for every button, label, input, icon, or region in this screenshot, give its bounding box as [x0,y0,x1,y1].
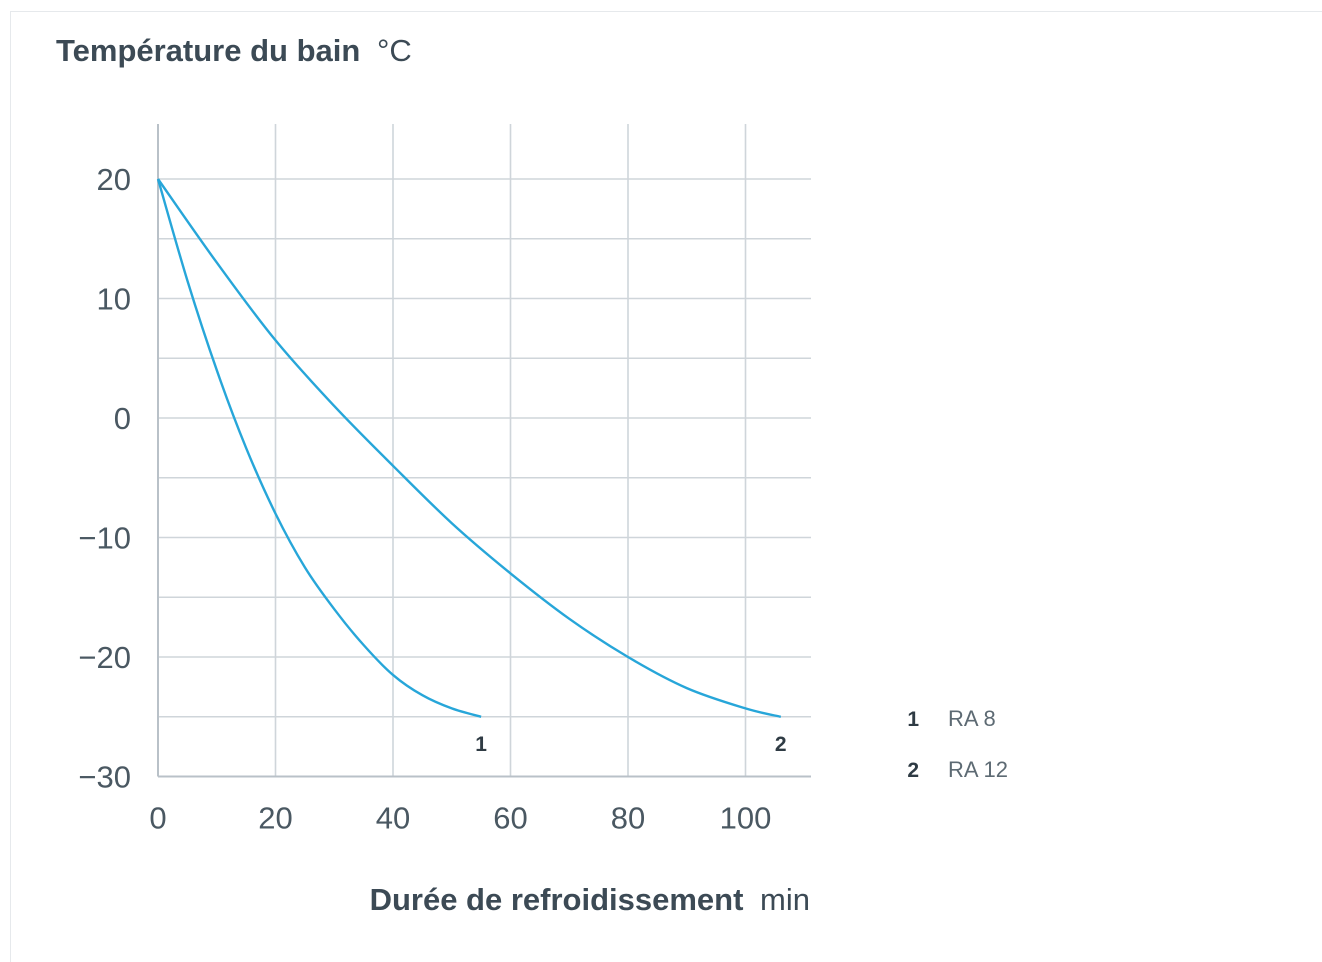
y-tick-label: −10 [78,521,131,556]
y-tick-label: 10 [97,282,131,317]
y-tick-label: −20 [78,640,131,675]
legend: 1 RA 8 2 RA 12 [907,706,1008,782]
x-axis-title: Durée de refroidissement min [370,882,810,917]
y-axis-label: Température du bain [56,33,360,68]
x-tick-label: 100 [720,801,772,836]
series-end-label-1: 1 [475,733,487,756]
series-line-1 [156,178,482,718]
y-axis-title: Température du bain °C [56,33,412,68]
x-tick-label: 20 [258,801,292,836]
y-tick-label: 0 [114,401,131,436]
x-tick-label: 0 [149,801,166,836]
y-tick-label: −30 [78,760,131,795]
series-line-2 [157,178,782,718]
x-tick-label: 40 [376,801,410,836]
series-lines [156,178,782,718]
x-tick-label: 80 [611,801,645,836]
series-end-label-2: 2 [775,733,787,756]
x-axis-label: Durée de refroidissement [370,882,744,917]
axes [157,124,811,778]
x-axis-unit: min [760,882,810,917]
legend-item-number: 1 [907,708,919,731]
x-tick-label: 60 [493,801,527,836]
y-tick-label: 20 [97,162,131,197]
legend-item-label: RA 8 [948,706,996,731]
chart-frame [10,11,1322,962]
legend-item-number: 2 [907,759,919,782]
y-axis-unit: °C [377,33,412,68]
grid [158,124,811,777]
legend-item-label: RA 12 [948,757,1008,782]
